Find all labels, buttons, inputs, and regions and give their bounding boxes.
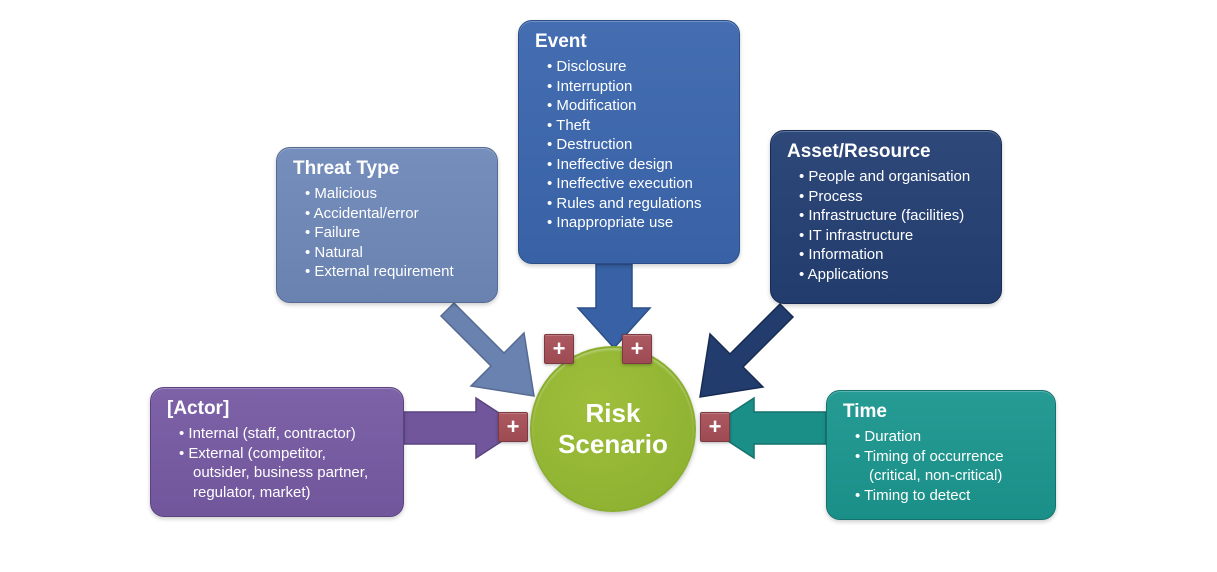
- threat-list: MaliciousAccidental/errorFailureNaturalE…: [293, 184, 481, 282]
- plus-marker-0: +: [498, 412, 528, 442]
- list-item: Ineffective execution: [547, 174, 723, 194]
- actor-list: Internal (staff, contractor)External (co…: [167, 424, 387, 502]
- time-list: DurationTiming of occurrence(critical, n…: [843, 427, 1039, 505]
- list-item: Modification: [547, 96, 723, 116]
- center-title-1: Risk: [586, 398, 641, 429]
- list-item: Applications: [799, 265, 985, 285]
- list-item: Destruction: [547, 135, 723, 155]
- list-item: Rules and regulations: [547, 194, 723, 214]
- center-title-2: Scenario: [558, 429, 668, 460]
- list-item: People and organisation: [799, 167, 985, 187]
- list-item: Theft: [547, 116, 723, 136]
- box-threat: Threat Type MaliciousAccidental/errorFai…: [276, 147, 498, 303]
- event-list: DisclosureInterruptionModificationTheftD…: [535, 57, 723, 233]
- plus-marker-1: +: [544, 334, 574, 364]
- threat-title: Threat Type: [293, 158, 481, 180]
- list-item-cont: regulator, market): [179, 483, 387, 503]
- box-asset: Asset/Resource People and organisationPr…: [770, 130, 1002, 304]
- box-event: Event DisclosureInterruptionModification…: [518, 20, 740, 264]
- time-title: Time: [843, 401, 1039, 423]
- box-actor: [Actor] Internal (staff, contractor)Exte…: [150, 387, 404, 517]
- asset-list: People and organisationProcessInfrastruc…: [787, 167, 985, 284]
- list-item: Internal (staff, contractor): [179, 424, 387, 444]
- plus-marker-3: +: [700, 412, 730, 442]
- list-item: Interruption: [547, 77, 723, 97]
- list-item: Information: [799, 245, 985, 265]
- asset-title: Asset/Resource: [787, 141, 985, 163]
- list-item-cont: outsider, business partner,: [179, 463, 387, 483]
- list-item: Process: [799, 187, 985, 207]
- list-item: Malicious: [305, 184, 481, 204]
- list-item: Timing of occurrence: [855, 447, 1039, 467]
- list-item: Accidental/error: [305, 204, 481, 224]
- list-item: Duration: [855, 427, 1039, 447]
- list-item: Inappropriate use: [547, 213, 723, 233]
- list-item: IT infrastructure: [799, 226, 985, 246]
- list-item: Infrastructure (facilities): [799, 206, 985, 226]
- arrow-asset: [700, 304, 793, 397]
- plus-marker-2: +: [622, 334, 652, 364]
- event-title: Event: [535, 31, 723, 53]
- center-circle: Risk Scenario: [530, 346, 696, 512]
- list-item: External requirement: [305, 262, 481, 282]
- arrow-threat: [441, 303, 534, 396]
- list-item: Disclosure: [547, 57, 723, 77]
- list-item-cont: (critical, non-critical): [855, 466, 1039, 486]
- list-item: Timing to detect: [855, 486, 1039, 506]
- actor-title: [Actor]: [167, 398, 387, 420]
- list-item: Ineffective design: [547, 155, 723, 175]
- list-item: Failure: [305, 223, 481, 243]
- list-item: Natural: [305, 243, 481, 263]
- box-time: Time DurationTiming of occurrence(critic…: [826, 390, 1056, 520]
- list-item: External (competitor,: [179, 444, 387, 464]
